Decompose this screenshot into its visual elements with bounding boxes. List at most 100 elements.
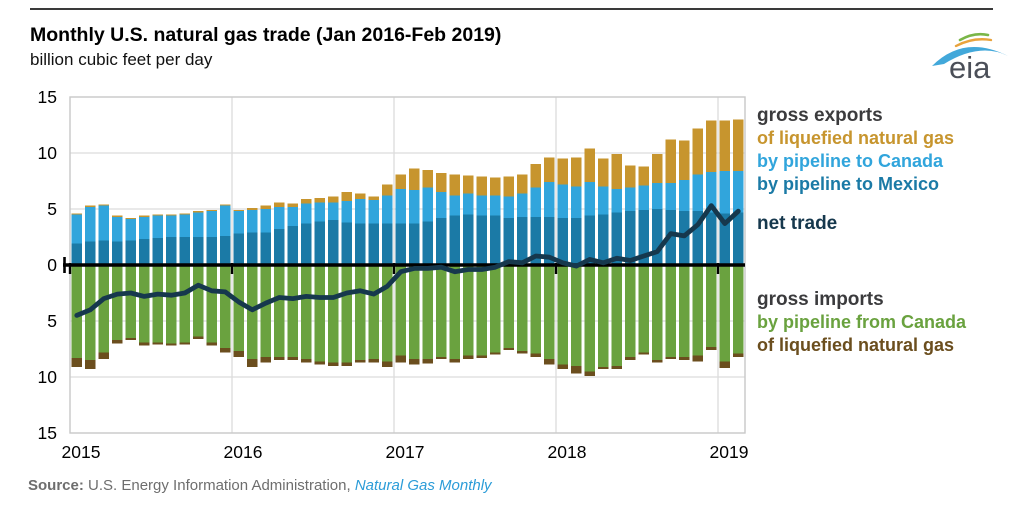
bar-imports-canada [435, 265, 447, 357]
bar-exports-lng [651, 154, 663, 184]
bar-exports-canada [314, 202, 326, 222]
bar-exports-canada [138, 216, 150, 240]
bar-imports-lng [125, 337, 137, 341]
bar-exports-mexico [719, 213, 731, 265]
bar-exports-lng [449, 174, 461, 196]
bar-imports-lng [651, 360, 663, 363]
bar-exports-lng [503, 176, 515, 197]
bar-imports-canada [179, 265, 191, 343]
bar-imports-lng [354, 360, 366, 363]
bar-exports-lng [530, 164, 542, 188]
bar-imports-canada [705, 265, 717, 347]
bar-exports-lng [435, 173, 447, 193]
bar-imports-lng [503, 347, 515, 351]
bar-exports-canada [84, 206, 96, 242]
source-line: Source: U.S. Energy Information Administ… [28, 477, 492, 494]
bar-exports-mexico [327, 220, 339, 265]
bar-imports-canada [408, 265, 420, 360]
bar-exports-canada [557, 184, 569, 218]
bar-exports-lng [597, 158, 609, 187]
bar-exports-lng [611, 154, 623, 189]
bar-exports-canada [395, 188, 407, 224]
bar-imports-lng [462, 355, 474, 360]
bar-imports-canada [638, 265, 650, 353]
bar-imports-lng [597, 366, 609, 370]
bar-imports-canada [219, 265, 231, 348]
bar-exports-canada [678, 179, 690, 212]
top-divider [30, 8, 993, 10]
bar-exports-mexico [476, 215, 488, 265]
bar-exports-canada [570, 186, 582, 218]
bar-imports-canada [233, 265, 245, 352]
bar-imports-canada [543, 265, 555, 360]
bar-imports-canada [273, 265, 285, 357]
x-tick-label: 2016 [224, 442, 263, 462]
bar-imports-lng [192, 336, 204, 339]
bar-exports-mexico [449, 215, 461, 265]
bar-exports-lng [111, 215, 123, 217]
legend-exports: gross exports of liquefied natural gas b… [757, 104, 954, 196]
bar-exports-mexico [624, 211, 636, 265]
bar-exports-canada [300, 203, 312, 224]
bar-exports-mexico [273, 229, 285, 265]
bar-imports-canada [611, 265, 623, 366]
legend-imports-lng-label: of liquefied natural gas [757, 335, 955, 355]
bar-exports-mexico [408, 223, 420, 265]
y-tick-label: 15 [38, 87, 57, 107]
bar-exports-mexico [489, 215, 501, 265]
bar-imports-canada [260, 265, 272, 357]
bar-exports-canada [260, 209, 272, 233]
y-tick-label: 5 [47, 311, 57, 331]
bar-imports-lng [543, 359, 555, 365]
bar-exports-mexico [597, 214, 609, 265]
bar-imports-canada [692, 265, 704, 356]
bar-imports-canada [597, 265, 609, 367]
bar-imports-lng [327, 362, 339, 366]
bar-exports-mexico [435, 217, 447, 265]
bar-exports-lng [732, 119, 744, 171]
bar-imports-lng [179, 342, 191, 345]
bar-imports-lng [368, 359, 380, 363]
eia-logo-blue-swoosh [932, 47, 1008, 66]
bar-exports-mexico [138, 239, 150, 265]
bar-exports-canada [179, 214, 191, 237]
bar-exports-mexico [314, 221, 326, 265]
bar-exports-mexico [219, 235, 231, 265]
bar-imports-lng [111, 340, 123, 344]
bar-imports-lng [665, 356, 677, 360]
bar-exports-lng [638, 166, 650, 186]
bar-exports-lng [678, 140, 690, 180]
bar-exports-lng [300, 198, 312, 204]
source-link-natural-gas-monthly[interactable]: Natural Gas Monthly [354, 477, 492, 494]
bar-exports-mexico [638, 210, 650, 265]
bar-imports-lng [584, 371, 596, 376]
bar-imports-canada [287, 265, 299, 357]
bar-exports-lng [624, 165, 636, 188]
bar-imports-lng [273, 356, 285, 361]
bar-imports-lng [165, 343, 177, 346]
bar-exports-canada [354, 198, 366, 224]
bar-exports-mexico [503, 217, 515, 265]
bar-exports-mexico [570, 217, 582, 265]
bar-exports-lng [341, 192, 353, 202]
bar-exports-mexico [395, 223, 407, 265]
bar-imports-lng [732, 353, 744, 357]
bar-exports-lng [570, 157, 582, 187]
bar-exports-canada [408, 189, 420, 224]
legend-exports-canada-label: by pipeline to Canada [757, 151, 944, 171]
bar-exports-canada [705, 172, 717, 213]
bar-exports-mexico [111, 241, 123, 265]
bar-exports-canada [476, 195, 488, 216]
bar-exports-lng [327, 196, 339, 203]
bar-imports-canada [300, 265, 312, 360]
bar-exports-lng [557, 158, 569, 185]
bar-exports-canada [287, 206, 299, 226]
bar-exports-lng [152, 214, 164, 216]
bar-exports-lng [584, 148, 596, 183]
eia-logo-green-arc [958, 32, 990, 42]
bar-exports-canada [597, 186, 609, 215]
bar-imports-lng [530, 353, 542, 357]
bar-imports-lng [219, 347, 231, 353]
